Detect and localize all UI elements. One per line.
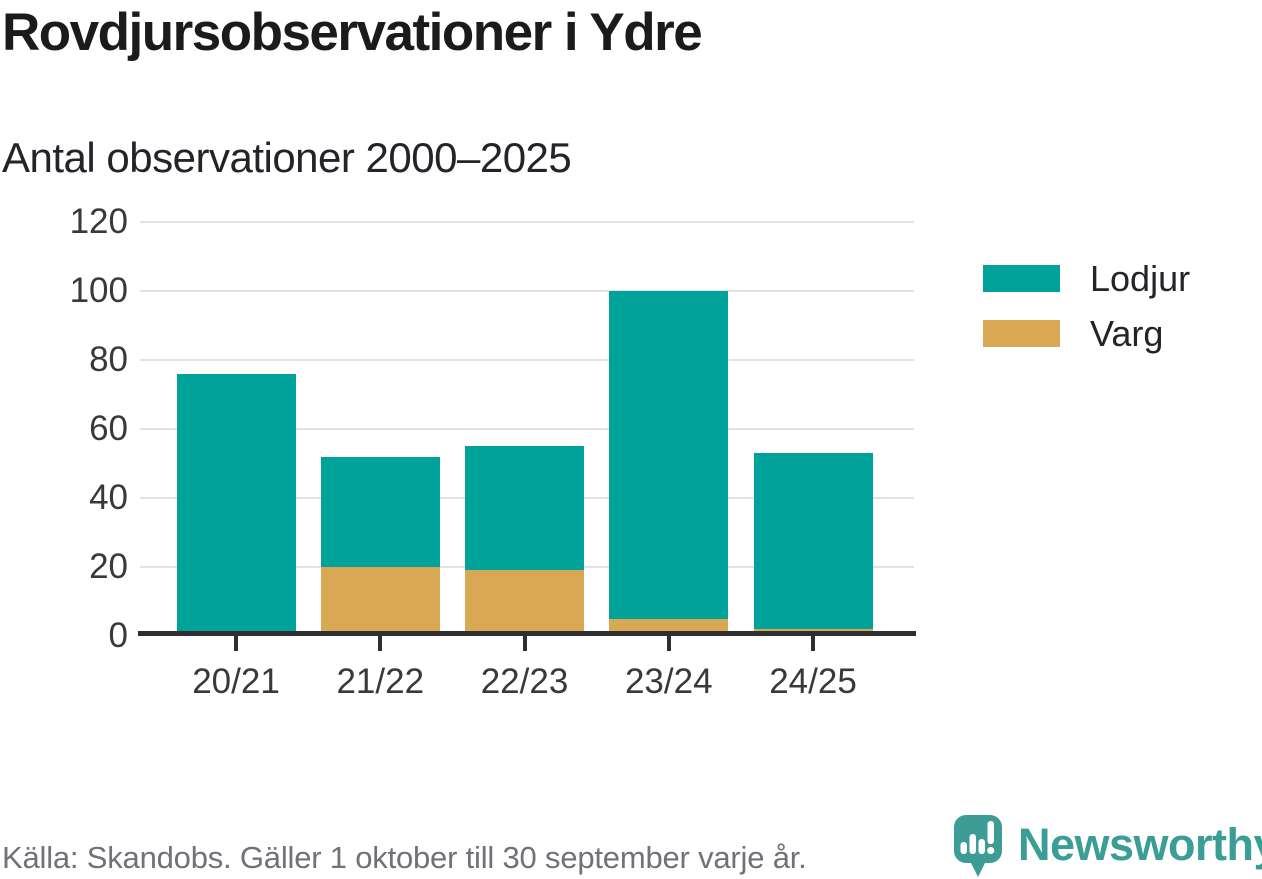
gridline (140, 221, 914, 223)
x-axis-tick (234, 636, 238, 651)
legend-swatch-varg (983, 320, 1060, 347)
gridline (140, 290, 914, 292)
newsworthy-speech-bubble-chart-icon (954, 815, 1002, 877)
bar-segment-lodjur-21-22 (320, 456, 440, 567)
x-axis-tick (811, 636, 815, 651)
x-axis-tick-label: 22/23 (480, 662, 569, 701)
y-axis-tick-label: 60 (89, 409, 128, 448)
bar-segment-varg-21-22 (320, 567, 440, 636)
bar-segment-lodjur-20-21 (176, 373, 296, 633)
x-axis-line (138, 631, 916, 636)
bar-segment-lodjur-24-25 (753, 453, 873, 630)
legend-label: Varg (1090, 313, 1164, 354)
bar-segment-lodjur-23-24 (609, 291, 729, 619)
y-axis-tick-label: 20 (89, 547, 128, 586)
bar-segment-varg-22-23 (465, 570, 584, 636)
x-axis-tick (522, 636, 527, 651)
y-axis-tick-label: 80 (89, 340, 128, 379)
y-axis-tick-label: 100 (69, 271, 128, 310)
x-axis-tick (666, 636, 671, 651)
x-axis-tick-label: 24/25 (769, 662, 857, 701)
x-axis-tick-label: 20/21 (192, 662, 280, 701)
newsworthy-logo-text: Newsworthy (1018, 819, 1262, 870)
chart-title: Rovdjursobservationer i Ydre (2, 3, 703, 62)
x-axis-tick-label: 21/22 (336, 662, 425, 701)
x-axis-tick (378, 636, 383, 651)
chart-subtitle: Antal observationer 2000–2025 (2, 134, 572, 181)
y-axis-tick-label: 120 (69, 202, 128, 241)
source-note: Källa: Skandobs. Gäller 1 oktober till 3… (2, 840, 807, 875)
y-axis-tick-label: 0 (108, 616, 128, 655)
bar-segment-lodjur-22-23 (465, 446, 584, 571)
y-axis-tick-label: 40 (89, 478, 128, 517)
gridline (140, 359, 914, 361)
x-axis-tick-label: 23/24 (624, 662, 713, 701)
legend-label: Lodjur (1090, 258, 1191, 299)
legend-swatch-lodjur (983, 265, 1060, 292)
gridline (140, 428, 914, 430)
